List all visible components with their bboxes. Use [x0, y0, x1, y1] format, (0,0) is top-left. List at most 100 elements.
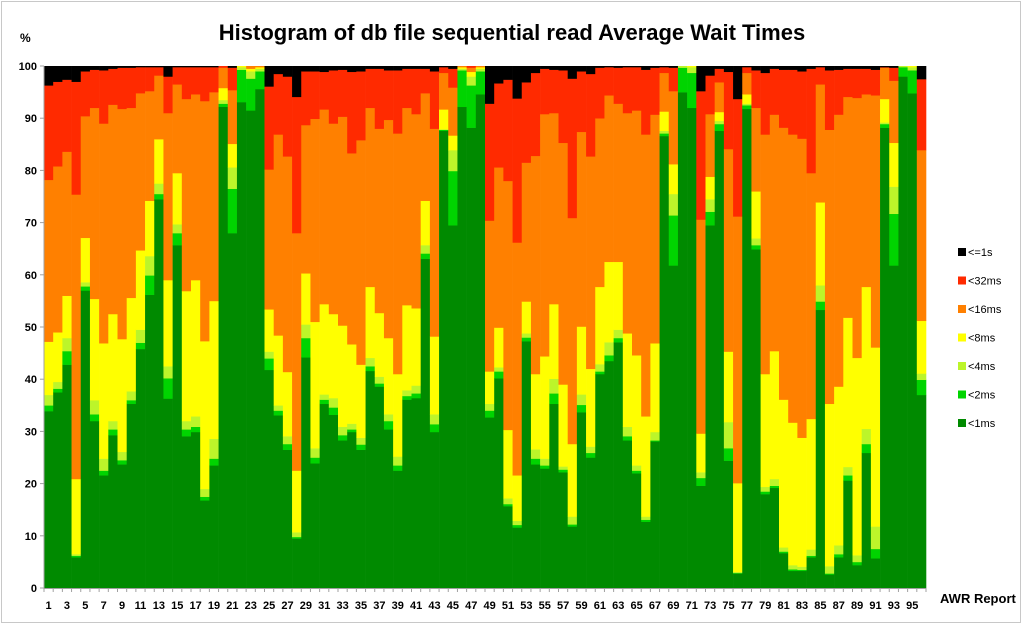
bar-segment-56-<8ms	[549, 304, 559, 379]
bar-segment-5-<=1s	[80, 66, 91, 72]
bar-segment-65-<=1s	[632, 66, 642, 68]
bar-segment-95-<2ms	[907, 70, 918, 94]
bar-segment-69-<=1s	[668, 66, 679, 68]
x-tick-label: 89	[851, 600, 863, 612]
bar-segment-96-<2ms	[916, 379, 927, 396]
bar-segment-1-<2ms	[44, 405, 54, 412]
bar-segment-1-<32ms	[44, 85, 54, 181]
bar-segment-43-<=1s	[429, 66, 440, 72]
legend-label: <8ms	[968, 333, 996, 345]
bar-segment-5-<8ms	[80, 237, 91, 283]
bar-segment-92-<16ms	[880, 67, 890, 100]
bar-segment-78-<16ms	[751, 107, 761, 192]
bar-segment-83-<4ms	[797, 566, 807, 571]
legend-swatch-<32ms	[958, 276, 966, 285]
bar-segment-90-<4ms	[861, 428, 872, 445]
bar-segment-1-<16ms	[44, 179, 54, 342]
bar-segment-53-<4ms	[521, 333, 532, 338]
bar-segment-33-<2ms	[338, 435, 348, 441]
bar-segment-53-<1ms	[521, 341, 532, 589]
bar-segment-52-<8ms	[512, 475, 523, 521]
bar-segment-89-<2ms	[852, 561, 862, 566]
bar-segment-44-<4ms	[439, 129, 449, 130]
bar-segment-17-<16ms	[191, 94, 201, 281]
bar-segment-38-<2ms	[383, 420, 394, 430]
bar-segment-22-<1ms	[236, 102, 247, 589]
bar-segment-5-<32ms	[80, 71, 91, 117]
bar-segment-30-<8ms	[310, 321, 320, 449]
bar-segment-37-<16ms	[374, 128, 385, 314]
bar-segment-79-<=1s	[760, 66, 771, 74]
bar-segment-79-<4ms	[760, 486, 771, 492]
bar-segment-40-<8ms	[402, 305, 412, 391]
bar-segment-19-<8ms	[209, 300, 219, 440]
bar-segment-9-<1ms	[117, 464, 127, 589]
bar-segment-38-<16ms	[383, 119, 394, 339]
bar-segment-71-<8ms	[687, 66, 697, 68]
bar-segment-50-<16ms	[494, 167, 504, 328]
bar-segment-57-<2ms	[558, 469, 568, 473]
bar-segment-19-<1ms	[209, 465, 219, 589]
bar-segment-82-<16ms	[788, 134, 798, 423]
bar-segment-60-<16ms	[586, 156, 596, 370]
bar-segment-38-<4ms	[383, 414, 394, 422]
bar-segment-88-<16ms	[843, 96, 853, 318]
bar-segment-39-<8ms	[393, 373, 403, 457]
bar-segment-62-<16ms	[604, 95, 614, 263]
bar-segment-8-<4ms	[108, 420, 118, 430]
bar-segment-8-<1ms	[108, 435, 118, 589]
bar-segment-30-<32ms	[310, 71, 320, 120]
bar-segment-49-<32ms	[485, 103, 495, 221]
bar-segment-66-<16ms	[641, 134, 651, 417]
bar-segment-18-<8ms	[200, 341, 210, 490]
bar-segment-4-<1ms	[71, 557, 82, 589]
bar-segment-12-<1ms	[145, 294, 155, 589]
bar-segment-53-<16ms	[521, 162, 532, 302]
bar-segment-19-<4ms	[209, 438, 219, 459]
x-tick-label: 57	[557, 600, 569, 612]
bar-segment-15-<32ms	[172, 67, 183, 85]
bar-segment-81-<2ms	[779, 551, 789, 554]
bar-segment-54-<8ms	[530, 373, 541, 450]
bar-segment-32-<16ms	[328, 123, 339, 315]
bar-segment-48-<8ms	[475, 67, 486, 69]
legend-swatch-<16ms	[958, 305, 966, 313]
bar-segment-67-<8ms	[650, 343, 660, 433]
bar-segment-79-<8ms	[760, 373, 771, 488]
bar-segment-90-<16ms	[861, 94, 872, 288]
bar-segment-49-<16ms	[485, 220, 495, 372]
bar-segment-63-<=1s	[613, 66, 624, 68]
bar-segment-35-<1ms	[356, 449, 366, 589]
bar-segment-75-<=1s	[723, 66, 734, 73]
bar-segment-1-<8ms	[44, 341, 54, 396]
bar-segment-60-<8ms	[586, 368, 596, 447]
bar-segment-11-<32ms	[135, 67, 146, 94]
bar-segment-62-<2ms	[604, 355, 614, 362]
bar-segment-71-<1ms	[687, 107, 697, 589]
bar-segment-58-<4ms	[567, 516, 578, 525]
bar-segment-76-<4ms	[733, 571, 743, 574]
bar-segment-17-<4ms	[191, 416, 201, 427]
y-axis-label: %	[20, 31, 31, 45]
bar-segment-14-<2ms	[163, 378, 173, 399]
bar-segment-82-<8ms	[788, 422, 798, 566]
bar-segment-30-<1ms	[310, 463, 320, 589]
bar-segment-12-<4ms	[145, 256, 155, 276]
bar-segment-56-<16ms	[549, 112, 559, 305]
bar-segment-28-<1ms	[292, 538, 302, 589]
bar-segment-7-<16ms	[99, 123, 109, 344]
bar-segment-41-<32ms	[411, 68, 421, 115]
bar-segment-49-<1ms	[485, 417, 495, 589]
bar-segment-57-<32ms	[558, 70, 568, 144]
bar-segment-76-<16ms	[733, 216, 743, 484]
bar-segment-23-<4ms	[246, 71, 256, 79]
bar-segment-67-<2ms	[650, 440, 660, 442]
bar-segment-23-<1ms	[246, 110, 256, 589]
bar-segment-19-<=1s	[209, 66, 219, 68]
bar-segment-6-<4ms	[89, 400, 100, 415]
bar-segment-31-<=1s	[319, 66, 330, 73]
x-tick-label: 87	[833, 600, 845, 612]
bar-segment-74-<=1s	[714, 66, 725, 69]
bar-segment-25-<2ms	[264, 358, 274, 371]
bar-segment-48-<4ms	[475, 68, 486, 72]
